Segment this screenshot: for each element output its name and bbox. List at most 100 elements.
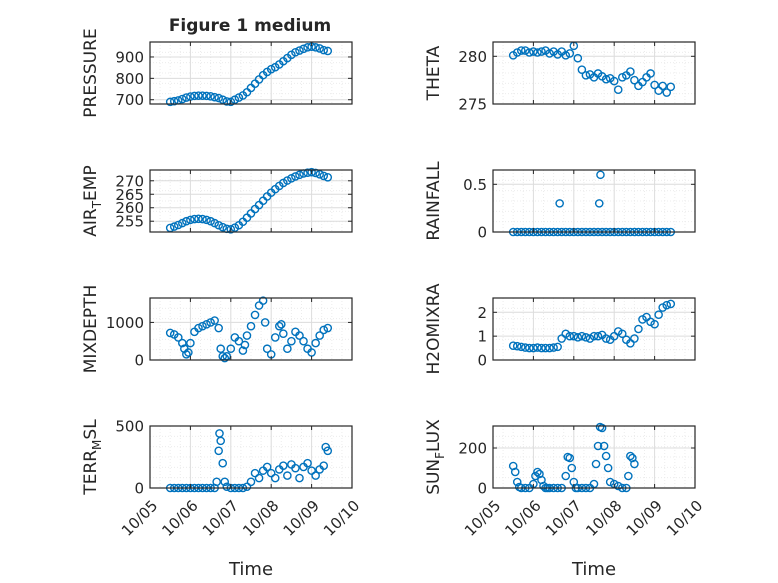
y-tick-label: 500 — [115, 418, 144, 436]
data-point — [516, 46, 526, 55]
data-point — [573, 53, 583, 63]
data-point — [173, 333, 183, 342]
data-point — [315, 170, 324, 179]
axes-box — [149, 41, 353, 105]
data-point — [654, 310, 663, 319]
data-point — [609, 76, 619, 86]
data-point — [593, 441, 603, 451]
data-point — [597, 423, 607, 433]
data-point — [178, 338, 187, 348]
data-point — [537, 47, 546, 56]
data-point — [521, 343, 530, 352]
axes-box — [492, 425, 696, 489]
data-point — [291, 463, 300, 473]
data-point — [276, 320, 286, 329]
data-point — [315, 331, 324, 340]
data-point — [299, 44, 308, 54]
data-point — [194, 91, 203, 100]
data-point — [512, 48, 522, 57]
y-tick-label: 700 — [115, 91, 144, 109]
data-point — [510, 467, 520, 477]
data-point — [210, 92, 219, 102]
data-point — [198, 214, 207, 224]
y-axis-label: SUNFLUX — [424, 419, 447, 495]
data-point — [650, 319, 659, 329]
data-point — [220, 353, 230, 363]
data-point — [319, 45, 329, 55]
data-point — [190, 214, 199, 224]
y-tick-label: 0 — [477, 224, 487, 242]
data-point — [260, 318, 270, 327]
data-point — [601, 451, 611, 461]
data-point — [250, 310, 260, 320]
data-point — [525, 48, 534, 57]
data-point — [617, 329, 627, 339]
y-tick-label: 260 — [115, 199, 144, 217]
data-point — [186, 338, 195, 348]
axes-box — [149, 425, 353, 489]
data-point — [581, 71, 591, 80]
data-point — [537, 343, 546, 353]
data-point — [553, 342, 562, 352]
data-point — [561, 471, 571, 481]
data-point — [545, 343, 554, 353]
data-point — [198, 321, 207, 331]
data-point — [529, 47, 538, 56]
data-point — [291, 47, 300, 57]
y-tick-label: 900 — [115, 48, 144, 66]
data-point — [226, 225, 236, 234]
data-point — [555, 199, 564, 208]
data-point — [567, 463, 577, 473]
data-point — [525, 343, 534, 353]
x-axis-label-left: Time — [228, 559, 273, 580]
data-point — [216, 436, 225, 446]
data-point — [666, 299, 676, 309]
subplot-mixdepth: 0 1000 MIXDEPTH — [81, 285, 353, 373]
data-point — [295, 46, 304, 55]
data-point — [323, 323, 333, 333]
data-point — [634, 324, 643, 334]
data-point — [531, 471, 540, 481]
x-tick-label: 10/10 — [320, 497, 363, 540]
data-point — [303, 458, 312, 468]
data-point — [617, 72, 627, 82]
data-point — [533, 48, 542, 57]
data-point — [240, 340, 250, 350]
data-point — [202, 91, 211, 101]
data-point — [262, 462, 272, 472]
data-point — [323, 172, 333, 182]
data-point — [165, 328, 175, 338]
data-point — [220, 477, 230, 487]
data-point — [178, 218, 187, 228]
data-point — [270, 473, 280, 483]
x-tick-label: 10/09 — [623, 497, 666, 540]
data-point — [613, 85, 623, 94]
data-point — [226, 344, 236, 354]
data-point — [565, 331, 575, 341]
data-point — [299, 336, 308, 346]
data-point — [577, 65, 587, 74]
data-point — [169, 222, 179, 231]
data-point — [601, 334, 611, 343]
data-point — [287, 174, 296, 183]
data-point — [246, 321, 256, 331]
axes-box — [492, 169, 696, 233]
data-point — [206, 216, 215, 226]
data-point — [565, 453, 575, 463]
data-point — [529, 343, 538, 353]
data-point — [533, 467, 542, 477]
data-point — [198, 91, 207, 100]
data-point — [549, 343, 558, 352]
x-tick-label: 10/08 — [582, 497, 625, 540]
y-tick-label: 275 — [458, 96, 487, 114]
data-point — [295, 473, 304, 483]
data-point — [626, 67, 635, 76]
data-point — [291, 172, 300, 181]
y-axis-label: H2OMIXRA — [424, 283, 444, 374]
x-tick-label: 10/06 — [158, 497, 201, 540]
data-point — [295, 331, 304, 340]
data-point — [646, 69, 655, 78]
data-point — [573, 333, 583, 342]
data-point — [577, 331, 587, 341]
